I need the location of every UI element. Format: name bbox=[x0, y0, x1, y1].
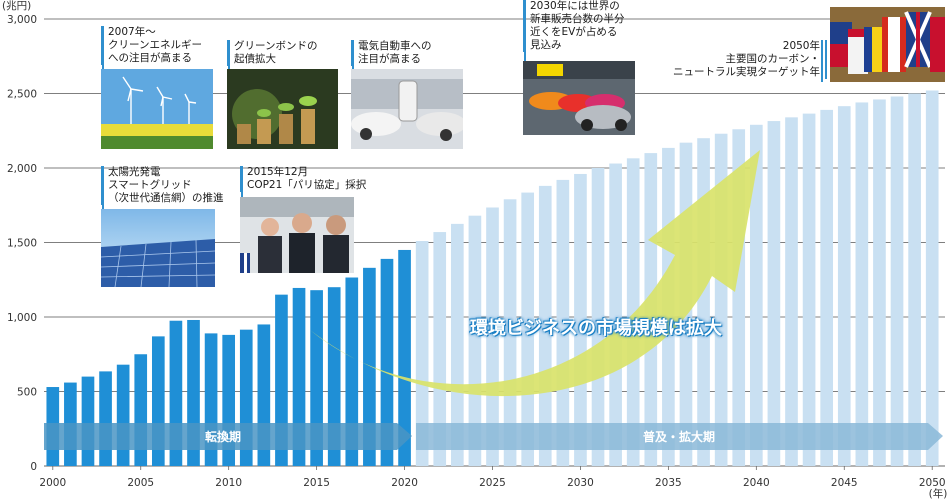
x-tick-label: 2020 bbox=[391, 477, 418, 489]
bar-2049 bbox=[908, 93, 921, 466]
bar-2031 bbox=[591, 168, 605, 466]
headline-label: 環境ビジネスの市場規模は拡大 bbox=[470, 318, 722, 339]
bar-2023 bbox=[450, 223, 464, 466]
phase-band-transition bbox=[44, 423, 412, 450]
callout-ev-text: 電気自動車への 注目が高まる bbox=[351, 40, 432, 66]
x-tick-label: 2045 bbox=[831, 477, 858, 489]
cop21-photo bbox=[240, 197, 354, 273]
solar-panel-photo bbox=[101, 209, 215, 287]
bar-2019 bbox=[380, 258, 394, 466]
green-bond-photo bbox=[227, 69, 338, 149]
ev-fleet-photo bbox=[523, 61, 635, 135]
x-unit-label: (年) bbox=[929, 487, 948, 500]
x-tick-label: 2035 bbox=[655, 477, 682, 489]
bar-2003 bbox=[99, 371, 112, 466]
bar-2029 bbox=[556, 179, 570, 467]
x-tick-label: 2040 bbox=[743, 477, 770, 489]
bar-2046 bbox=[855, 102, 869, 466]
bar-2047 bbox=[873, 99, 886, 467]
bar-2020 bbox=[398, 249, 411, 466]
x-tick-label: 2015 bbox=[303, 477, 330, 489]
callout-green-bond-text: グリーンボンドの 起債拡大 bbox=[227, 40, 317, 66]
bar-2027 bbox=[521, 192, 535, 466]
x-tick-label: 2000 bbox=[39, 477, 66, 489]
bar-2041 bbox=[767, 121, 781, 466]
bar-2048 bbox=[890, 96, 904, 466]
bar-2050 bbox=[925, 90, 939, 467]
bar-2032 bbox=[609, 163, 622, 466]
phase-expansion-label: 普及・拡大期 bbox=[643, 430, 716, 444]
bar-2004 bbox=[116, 364, 130, 466]
phase-band-expansion bbox=[416, 423, 943, 450]
bar-2025 bbox=[486, 207, 499, 467]
y-tick-label: 1,000 bbox=[7, 312, 37, 324]
y-tick-label: 500 bbox=[17, 387, 37, 399]
bar-2028 bbox=[538, 185, 552, 466]
bar-2015 bbox=[310, 290, 323, 466]
phase-transition-label: 転換期 bbox=[205, 430, 242, 444]
flags-photo bbox=[830, 7, 945, 82]
bars bbox=[46, 90, 939, 467]
y-tick-label: 0 bbox=[30, 461, 37, 473]
bar-2026 bbox=[503, 199, 517, 467]
callout-cop21-text: 2015年12月 COP21「パリ協定」採択 bbox=[240, 166, 366, 192]
bar-2045 bbox=[837, 106, 851, 466]
phase-bands bbox=[44, 423, 943, 450]
bar-2021 bbox=[415, 241, 429, 466]
y-tick-label: 3,000 bbox=[7, 14, 37, 26]
callout-solar-text: 太陽光発電 スマートグリッド （次世代通信網）の推進 bbox=[101, 166, 224, 205]
y-tick-label: 2,000 bbox=[7, 163, 37, 175]
growth-arrow bbox=[310, 150, 760, 397]
y-tick-label: 1,500 bbox=[7, 238, 37, 250]
x-tick-label: 2050 bbox=[919, 477, 946, 489]
x-tick-label: 2025 bbox=[479, 477, 506, 489]
bar-2044 bbox=[820, 109, 834, 466]
bar-2014 bbox=[292, 287, 306, 466]
bar-2042 bbox=[785, 117, 798, 466]
wind-turbine-photo bbox=[101, 69, 213, 149]
bar-2002 bbox=[81, 376, 95, 466]
y-unit-label: (兆円) bbox=[2, 0, 31, 12]
bar-2030 bbox=[574, 173, 587, 466]
bar-2024 bbox=[468, 215, 482, 466]
y-tick-label: 2,500 bbox=[7, 89, 37, 101]
x-tick-label: 2005 bbox=[127, 477, 154, 489]
ev-charging-photo bbox=[351, 69, 463, 149]
bar-2017 bbox=[345, 277, 359, 466]
bar-2037 bbox=[697, 138, 710, 466]
growth-arrow-shape bbox=[310, 150, 760, 397]
callout-2007-text: 2007年～ クリーンエネルギー への注目が高まる bbox=[101, 26, 202, 65]
bar-2018 bbox=[363, 267, 376, 466]
bar-2043 bbox=[802, 113, 816, 467]
callout-ev2030-text: 2030年には世界の 新車販売台数の半分 近くをEVが占める 見込み bbox=[523, 0, 625, 52]
bar-2033 bbox=[626, 158, 640, 466]
x-tick-label: 2030 bbox=[567, 477, 594, 489]
bar-2040 bbox=[749, 124, 763, 466]
bar-2022 bbox=[433, 232, 447, 466]
x-tick-label: 2010 bbox=[215, 477, 242, 489]
bar-2016 bbox=[327, 287, 341, 466]
callout-net-zero-text: 2050年 主要国のカーボン・ ニュートラル実現ターゲット年 bbox=[640, 40, 827, 79]
